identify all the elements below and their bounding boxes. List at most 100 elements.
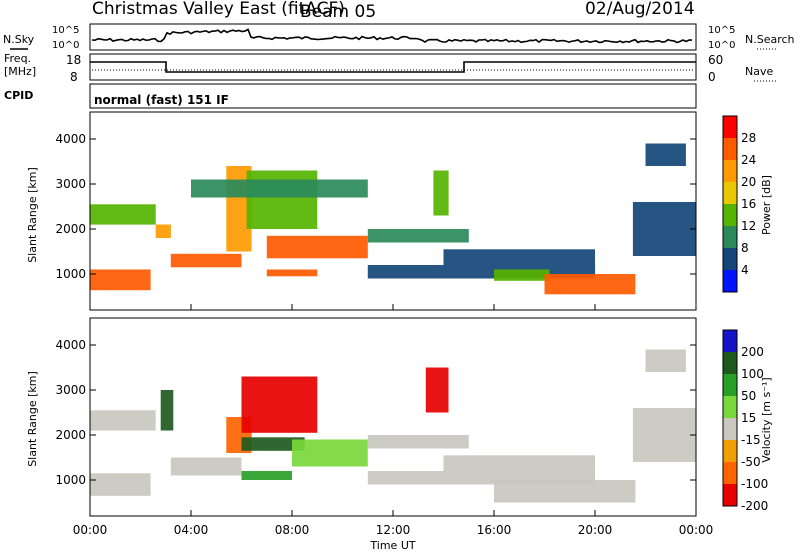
cpid-panel-frame [89, 83, 697, 109]
cpid-value: normal (fast) 151 IF [94, 93, 229, 107]
power-colorbar-swatch-6 [723, 248, 737, 270]
power-colorbar-swatch-3 [723, 182, 737, 204]
power-colorbar-tick-4: 12 [741, 219, 756, 233]
velocity-colorbar-tick-7: -200 [741, 499, 768, 513]
nave-tick-bottom: 0 [708, 70, 716, 84]
noise-panel-frame [89, 23, 697, 51]
velocity-panel-region-1 [90, 410, 156, 431]
power-colorbar-swatch-4 [723, 204, 737, 226]
power-colorbar-swatch-7 [723, 270, 737, 292]
power-colorbar-tick-3: 16 [741, 197, 756, 211]
velocity-ytick-label-0: 1000 [55, 473, 86, 487]
velocity-colorbar-tick-0: 200 [741, 345, 764, 359]
power-colorbar-tick-1: 24 [741, 153, 756, 167]
time-tick-label-0: 00:00 [73, 523, 108, 537]
power-panel-region-7 [266, 269, 318, 277]
noise-sky-trace [91, 28, 693, 44]
power-panel-region-2 [155, 224, 171, 238]
power-colorbar-frame [722, 115, 738, 293]
time-tick-label-2: 08:00 [275, 523, 310, 537]
power-panel-region-15 [632, 202, 696, 256]
noise-left-tick-bottom: 10^0 [52, 40, 79, 51]
power-panel-region-8 [191, 179, 368, 198]
power-panel-region-0 [90, 269, 151, 291]
beam-label: Beam 05 [300, 2, 376, 22]
velocity-yticks: 1000 2000 3000 4000 [55, 338, 696, 487]
power-panel-region-5 [246, 170, 318, 229]
velocity-ytick-label-3: 4000 [55, 338, 86, 352]
freq-label-line2: [MHz] [4, 65, 36, 78]
power-colorbar: 28 24 20 16 12 8 4 [722, 115, 756, 293]
power-panel-region-10 [433, 170, 449, 216]
velocity-panel-region-3 [170, 457, 242, 476]
freq-tick-top: 18 [66, 53, 81, 67]
velocity-panel-region-2 [160, 390, 174, 431]
noise-left-tick-top: 10^5 [52, 25, 79, 36]
velocity-colorbar-swatch-6 [723, 462, 737, 484]
velocity-data-marks [90, 349, 696, 503]
velocity-panel-region-10 [367, 435, 469, 449]
velocity-colorbar-tick-2: 50 [741, 389, 756, 403]
time-axis-label: Time UT [369, 539, 415, 552]
velocity-colorbar-label: Velocity [m s⁻¹] [760, 377, 773, 462]
velocity-panel-region-14 [632, 408, 696, 462]
power-colorbar-tick-6: 4 [741, 263, 749, 277]
time-tick-label-5: 20:00 [578, 523, 613, 537]
time-axis-ticks: 00:00 04:00 08:00 12:00 16:00 20:00 00:00 [73, 304, 714, 537]
power-colorbar-label: Power [dB] [760, 175, 773, 235]
power-colorbar-tick-5: 8 [741, 241, 749, 255]
velocity-colorbar-swatch-4 [723, 418, 737, 440]
power-panel-region-14 [544, 274, 636, 295]
time-tick-label-3: 12:00 [376, 523, 411, 537]
power-ytick-label-1: 2000 [55, 222, 86, 236]
time-tick-label-4: 16:00 [477, 523, 512, 537]
power-panel-region-16 [645, 143, 686, 166]
velocity-ytick-label-2: 3000 [55, 383, 86, 397]
freq-trace [90, 61, 696, 73]
time-tick-label-1: 04:00 [174, 523, 209, 537]
power-ytick-label-3: 4000 [55, 132, 86, 146]
power-panel-region-3 [170, 253, 242, 268]
nave-label: Nave [745, 65, 773, 78]
power-panel-region-9 [367, 229, 469, 243]
freq-panel-frame [89, 53, 697, 81]
velocity-panel-region-12 [443, 455, 595, 472]
velocity-colorbar-swatch-7 [723, 484, 737, 506]
station-title: Christmas Valley East (fitACF) [92, 0, 345, 19]
noise-search-label: N.Search [745, 33, 795, 46]
velocity-colorbar-frame [722, 329, 738, 507]
velocity-panel-region-9 [425, 367, 449, 413]
velocity-ytick-label-1: 2000 [55, 428, 86, 442]
velocity-colorbar-tick-5: -50 [741, 455, 761, 469]
power-colorbar-tick-2: 20 [741, 175, 756, 189]
power-panel-region-6 [266, 235, 368, 259]
velocity-panel-region-6 [241, 437, 305, 451]
time-tick-label-6: 00:00 [679, 523, 714, 537]
power-colorbar-swatch-1 [723, 138, 737, 160]
velocity-colorbar-tick-3: 15 [741, 411, 756, 425]
velocity-panel-region-5 [241, 376, 318, 433]
power-panel-region-13 [494, 269, 550, 281]
velocity-colorbar: 200 100 50 15 -15 -50 -100 -200 [722, 329, 768, 513]
date-label: 02/Aug/2014 [585, 0, 695, 19]
velocity-ylabel: Slant Range [km] [26, 371, 39, 467]
cpid-label: CPID [4, 89, 33, 102]
power-ytick-label-2: 3000 [55, 177, 86, 191]
velocity-colorbar-swatch-3 [723, 396, 737, 418]
noise-sky-label: N.Sky [3, 33, 35, 46]
velocity-colorbar-swatch-2 [723, 374, 737, 396]
velocity-colorbar-swatch-1 [723, 352, 737, 374]
power-ylabel: Slant Range [km] [26, 167, 39, 263]
velocity-colorbar-tick-1: 100 [741, 367, 764, 381]
velocity-colorbar-tick-6: -100 [741, 477, 768, 491]
nave-tick-top: 60 [708, 53, 723, 67]
freq-label-line1: Freq. [4, 52, 31, 65]
power-colorbar-swatch-2 [723, 160, 737, 182]
velocity-panel-region-13 [494, 480, 636, 503]
velocity-panel-region-0 [90, 473, 151, 496]
velocity-colorbar-swatch-0 [723, 330, 737, 352]
power-colorbar-swatch-0 [723, 116, 737, 138]
velocity-panel-region-8 [241, 471, 292, 480]
power-data-marks [90, 143, 696, 295]
